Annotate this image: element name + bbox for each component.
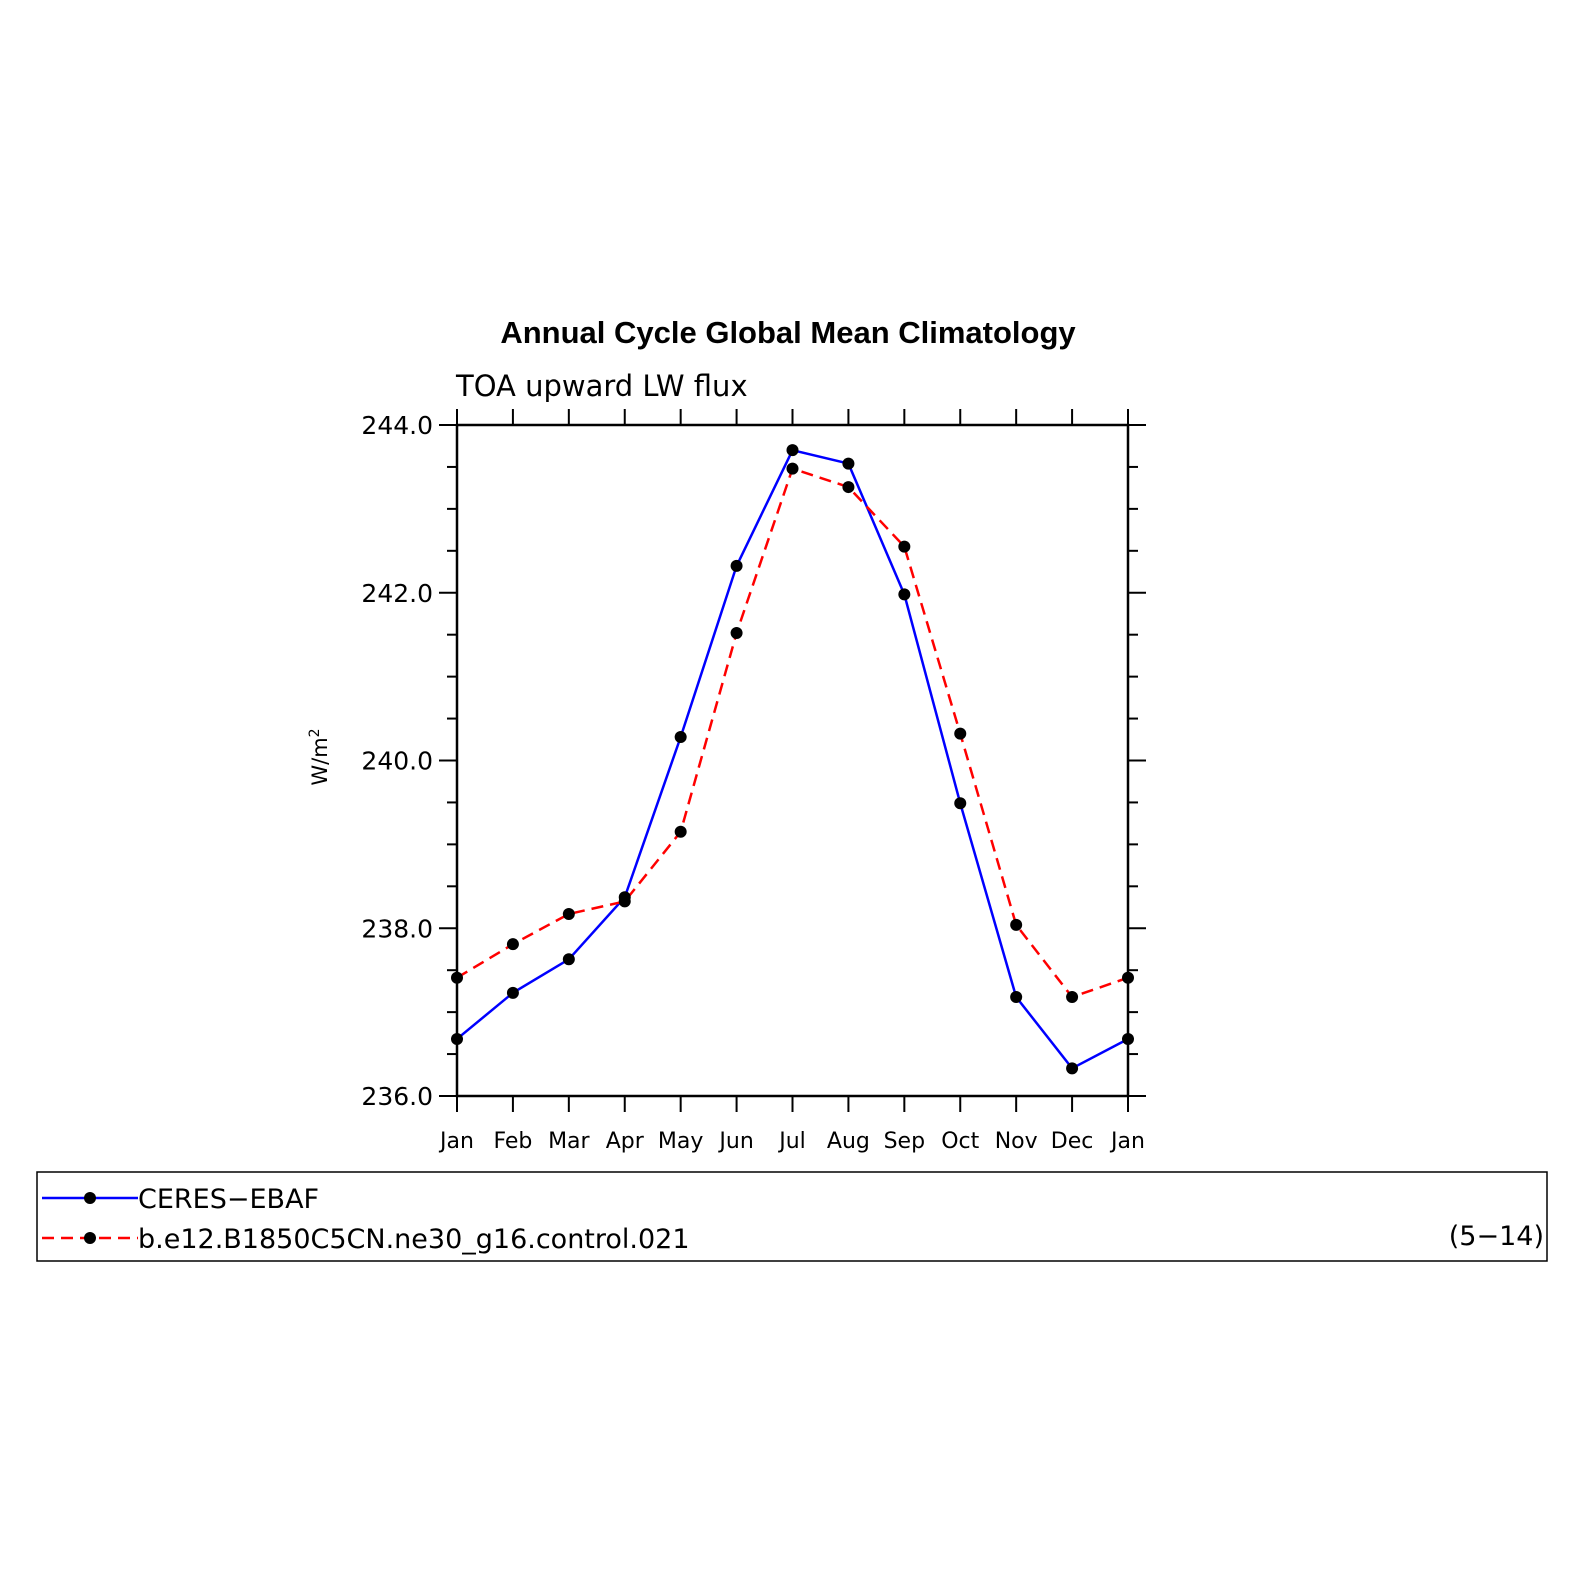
series-2-point bbox=[1010, 918, 1023, 931]
series-1-point bbox=[898, 588, 911, 601]
x-tick-label: May bbox=[658, 1129, 703, 1154]
series-line-2 bbox=[456, 467, 1129, 999]
y-tick-label: 236.0 bbox=[361, 1082, 433, 1111]
x-tick-label: Sep bbox=[884, 1129, 925, 1154]
series-line-1 bbox=[456, 448, 1129, 1070]
legend-label-2: b.e12.B1850C5CN.ne30_g16.control.021 bbox=[138, 1224, 690, 1255]
legend-marker-2 bbox=[84, 1232, 96, 1244]
series-2-point bbox=[898, 540, 911, 553]
chart-title: Annual Cycle Global Mean Climatology bbox=[500, 315, 1076, 350]
series-1-point bbox=[786, 444, 799, 457]
series-2-point bbox=[842, 481, 855, 494]
legend: CERES−EBAF b.e12.B1850C5CN.ne30_g16.contr… bbox=[42, 1184, 690, 1255]
legend-marker-1 bbox=[84, 1192, 96, 1204]
series-2-point bbox=[786, 462, 799, 475]
chart-subtitle: TOA upward LW flux bbox=[455, 369, 748, 403]
y-tick-label: 244.0 bbox=[361, 411, 433, 440]
series-1-point bbox=[1122, 1032, 1134, 1045]
series-1-point bbox=[1066, 1062, 1079, 1075]
series-2-point bbox=[562, 907, 575, 920]
x-tick-label: Feb bbox=[493, 1129, 532, 1154]
series-2-point bbox=[1066, 991, 1079, 1004]
plot-frame bbox=[455, 423, 1130, 1098]
x-tick-label: Jan bbox=[1109, 1129, 1145, 1154]
series-1-point bbox=[730, 559, 743, 572]
x-tick-label: Jan bbox=[438, 1129, 474, 1154]
x-tick-label: Oct bbox=[941, 1129, 979, 1154]
legend-box bbox=[36, 1171, 1548, 1262]
y-tick-label: 242.0 bbox=[361, 579, 433, 608]
y-axis-label: W/m2 bbox=[307, 728, 332, 785]
series-1-point bbox=[954, 797, 967, 810]
x-tick-label: Jul bbox=[777, 1129, 806, 1154]
y-tick-label: 238.0 bbox=[361, 914, 433, 943]
plot-area: Jan Feb Mar Apr May Jun Jul Aug Sep Oct Nov Dec Jan2… bbox=[361, 409, 1146, 1154]
legend-label-1: CERES−EBAF bbox=[138, 1184, 319, 1215]
x-tick-label: Mar bbox=[548, 1129, 590, 1154]
x-tick-label: Nov bbox=[995, 1129, 1038, 1154]
x-tick-label: Aug bbox=[827, 1129, 870, 1154]
series-2-point bbox=[451, 971, 463, 984]
series-1-point bbox=[506, 986, 519, 999]
y-axis-label-superscript: 2 bbox=[307, 728, 323, 737]
x-tick-label: Apr bbox=[606, 1129, 645, 1154]
series-2-point bbox=[506, 938, 519, 951]
series-1-point bbox=[842, 457, 855, 470]
series-2-point bbox=[954, 727, 967, 740]
panel-annotation: (5−14) bbox=[1449, 1221, 1544, 1252]
series-1-point bbox=[1010, 991, 1023, 1004]
x-tick-label: Dec bbox=[1051, 1129, 1094, 1154]
y-tick-label: 240.0 bbox=[361, 747, 433, 776]
x-tick-label: Jun bbox=[717, 1129, 753, 1154]
series-1-point bbox=[562, 953, 575, 966]
series-2-point bbox=[674, 825, 687, 838]
series-2-point bbox=[1122, 971, 1134, 984]
series-1-point bbox=[451, 1032, 463, 1045]
series-1-point bbox=[674, 731, 687, 744]
series-2-point bbox=[730, 627, 743, 640]
series-2-point bbox=[618, 895, 631, 908]
